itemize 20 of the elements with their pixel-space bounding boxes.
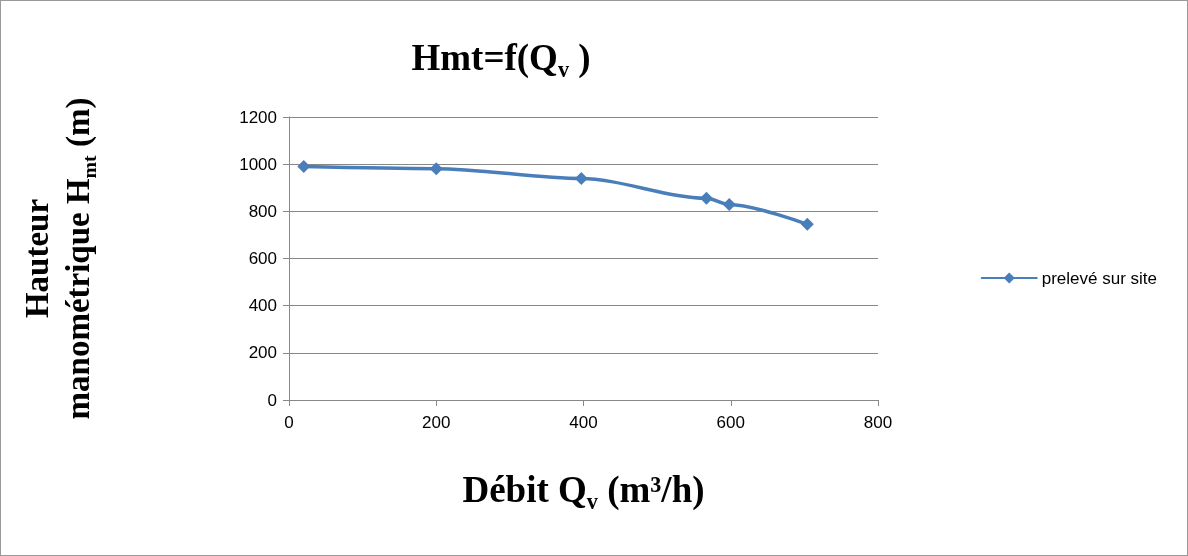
x-tick-label: 600 (716, 413, 745, 432)
x-tick-label: 200 (422, 413, 451, 432)
y-tick-label: 1000 (239, 154, 277, 174)
y-axis-title: Hauteur manométrique Hmt (m) (19, 97, 100, 420)
point (800, 217, 814, 231)
y-tick-label: 600 (248, 249, 277, 268)
point (722, 197, 736, 211)
x-tick-label: 800 (863, 413, 893, 432)
y-tick-label: 200 (248, 343, 277, 363)
y-tick-label: 800 (248, 201, 277, 221)
x-tick-label: 400 (569, 413, 598, 432)
y-tick-label: 1200 (239, 107, 277, 127)
y-tick-label: 400 (248, 296, 277, 316)
legend-label: prelevé sur site (1041, 268, 1158, 288)
x-tick-label: 0 (284, 413, 294, 432)
y-tick-label: 0 (267, 390, 277, 410)
point (574, 172, 588, 186)
point (297, 160, 311, 174)
point (699, 191, 713, 205)
point (429, 162, 443, 176)
